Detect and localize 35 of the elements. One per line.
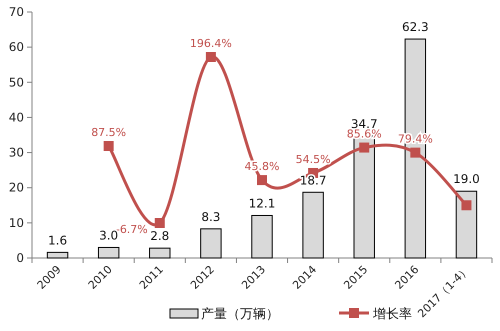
bar	[302, 192, 324, 258]
point	[104, 141, 114, 152]
bar	[251, 214, 273, 258]
y-tick-label: 50	[8, 75, 24, 90]
data-label: 3.0	[99, 228, 118, 242]
data-label: 8.3	[201, 210, 220, 224]
data-label: 87.5%	[91, 126, 126, 140]
legend-label: 增长率	[372, 306, 412, 322]
y-tick-label: 0	[16, 251, 24, 265]
data-label: 1.6	[48, 233, 68, 248]
data-label: 12.1	[248, 196, 276, 210]
bar	[456, 190, 478, 258]
data-label: 54.5%	[296, 152, 331, 166]
point	[359, 142, 370, 153]
y-tick-label: 60	[8, 40, 24, 54]
data-label: 196.4%	[190, 37, 232, 50]
point	[410, 148, 420, 158]
legend-label: 产量（万辆）	[201, 307, 279, 322]
y-tick-label: 20	[8, 180, 24, 195]
data-label: 62.3	[402, 20, 429, 34]
y-tick-label: 30	[8, 146, 24, 160]
y-tick-label: 40	[8, 110, 24, 124]
bar	[149, 248, 170, 258]
bar	[98, 246, 120, 258]
y-tick-label: 10	[8, 216, 24, 230]
y-tick-label: 70	[8, 5, 24, 19]
data-label: 18.7	[300, 173, 326, 188]
bar	[46, 252, 68, 258]
point	[461, 200, 472, 210]
data-label: 19.0	[453, 172, 480, 186]
point	[154, 218, 165, 228]
point	[257, 175, 267, 186]
bar	[200, 228, 222, 258]
data-label: 2.8	[150, 229, 170, 244]
point	[206, 52, 216, 62]
